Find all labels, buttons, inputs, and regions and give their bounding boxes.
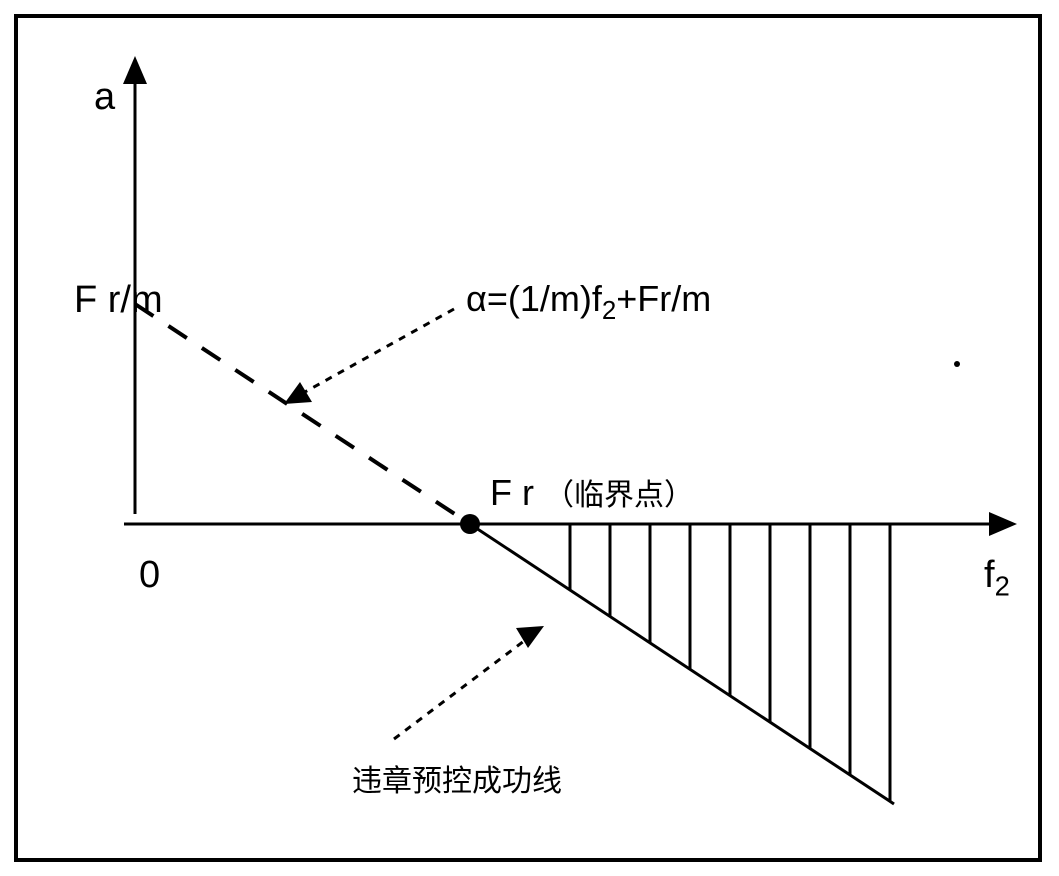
y-axis-label: a xyxy=(94,76,115,119)
diagram-frame: a F r/m α=(1/m)f2+Fr/m 0 f2 F r （临界点） 违章… xyxy=(0,0,1059,876)
critical-main: F r xyxy=(490,472,534,513)
x-axis-label: f2 xyxy=(984,554,1010,603)
success-line-label: 违章预控成功线 xyxy=(352,756,562,800)
success-pointer-arrow xyxy=(394,626,544,739)
critical-point-label: F r （临界点） xyxy=(490,470,694,514)
critical-point-dot xyxy=(460,514,480,534)
critical-paren: （临界点） xyxy=(544,479,694,512)
equation-pointer-arrow xyxy=(284,309,454,404)
stray-dot xyxy=(954,361,960,367)
plot-svg xyxy=(14,14,1042,862)
equation-text: α=(1/m)f2+Fr/m xyxy=(466,278,711,319)
y-intercept-label: F r/m xyxy=(74,279,163,322)
hatch-region xyxy=(570,524,890,801)
equation-label: α=(1/m)f2+Fr/m xyxy=(466,278,711,326)
origin-label: 0 xyxy=(139,554,160,597)
main-line-dashed xyxy=(135,304,470,524)
x-axis-text: f2 xyxy=(984,554,1010,596)
